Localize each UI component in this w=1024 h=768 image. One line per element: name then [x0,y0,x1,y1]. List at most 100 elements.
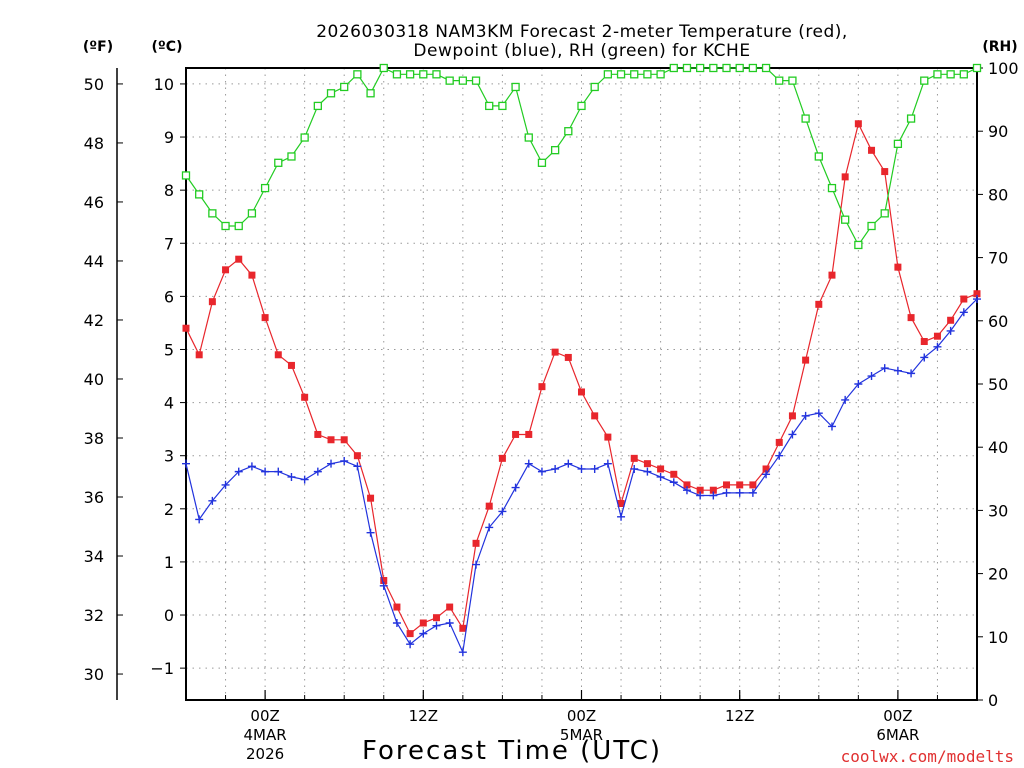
x-tick-label-year: 2026 [246,745,284,763]
series-relative-humidity [181,63,982,250]
dewpoint-point [762,470,771,479]
rh-point [893,139,903,148]
rh-tick-label: 70 [988,249,1008,268]
dewpoint-point [195,515,204,524]
dewpoint-point [564,459,573,468]
rh-point [550,146,560,155]
rh-point [366,89,375,98]
dewpoint-point [287,472,296,481]
temperature-point [287,361,295,369]
rh-point [181,171,191,180]
temperature-point [459,624,467,632]
fahrenheit-tick-label: 42 [84,311,104,330]
dewpoint-point [274,467,283,476]
celsius-tick-label: 6 [164,287,174,306]
rh-point [827,183,837,193]
temperature-point [775,438,783,446]
fahrenheit-tick-label: 40 [84,370,104,389]
dewpoint-point [340,457,349,466]
rh-point [379,63,388,73]
rh-point [933,70,942,79]
rh-point [195,190,204,199]
temperature-point [235,255,243,263]
celsius-tick-label: 1 [164,553,174,572]
temperature-point [498,454,506,462]
rh-point [313,101,322,111]
rh-tick-label: 50 [988,375,1008,394]
temperature-point [868,146,876,154]
rh-point [814,152,823,161]
temperature-point [380,577,388,585]
dewpoint-point [234,467,243,476]
temperature-point [525,430,533,438]
temperature-point [657,465,665,473]
rh-point [485,101,494,111]
rh-point [880,209,889,218]
temperature-point [841,173,849,181]
dewpoint-point [775,451,784,460]
fahrenheit-tick-label: 38 [84,429,104,448]
rh-point [920,76,929,85]
dewpoint-point [406,640,415,649]
rh-tick-label: 40 [988,438,1008,457]
temperature-point [419,619,427,627]
dewpoint-point [551,464,560,473]
dewpoint-point [208,496,217,505]
dewpoint-point [432,621,441,630]
dewpoint-point [445,618,454,627]
temperature-point [222,266,230,274]
dewpoint-point [933,342,942,351]
rh-point [524,133,533,142]
dewpoint-point [907,369,916,378]
tick-labels: −101234567891030323436384042444648500102… [84,59,1019,763]
temperature-point [907,314,915,322]
temperature-point [802,356,810,364]
rh-tick-label: 100 [988,59,1019,78]
axes [116,67,983,701]
rh-point [287,152,296,161]
temperature-point [367,494,375,502]
fahrenheit-axis-unit: (ºF) [83,39,113,55]
celsius-tick-label: 9 [164,128,174,147]
temperature-point [762,465,770,473]
fahrenheit-tick-label: 32 [84,606,104,625]
celsius-tick-label: 0 [164,606,174,625]
rh-point [419,70,428,79]
dewpoint-point [920,353,929,362]
dewpoint-point [366,528,375,537]
rh-point [537,158,547,167]
x-tick-label-time: 00Z [250,707,279,725]
chart-title-line1: 2026030318 NAM3KM Forecast 2-meter Tempe… [316,22,848,42]
dewpoint-point [537,467,546,476]
rh-point [300,133,309,142]
temperature-point [947,316,955,324]
series-line [185,122,978,635]
rh-point [577,101,586,111]
rh-point [682,63,692,73]
rh-point [405,70,415,79]
fahrenheit-tick-label: 48 [84,134,104,153]
dewpoint-point [682,486,691,495]
temperature-point [881,168,889,176]
rh-point [445,76,454,85]
x-tick-label-time: 12Z [409,707,438,725]
temperature-point [485,502,493,510]
x-tick-label-time: 12Z [725,707,754,725]
rh-point [471,76,481,85]
temperature-point [432,614,440,622]
rh-axis-unit: (RH) [982,39,1017,55]
celsius-tick-label: 10 [154,75,174,94]
celsius-tick-label: 2 [164,500,174,519]
dewpoint-point [498,507,507,516]
temperature-point [788,412,796,420]
rh-tick-label: 60 [988,312,1008,331]
temperature-point [340,436,348,444]
rh-point [867,221,876,231]
rh-point [775,76,784,85]
rh-point [656,70,665,79]
dewpoint-point [959,308,968,317]
temperature-point [564,353,572,361]
series-temperature [182,120,981,638]
dewpoint-point [696,491,705,500]
fahrenheit-tick-label: 50 [84,75,104,94]
